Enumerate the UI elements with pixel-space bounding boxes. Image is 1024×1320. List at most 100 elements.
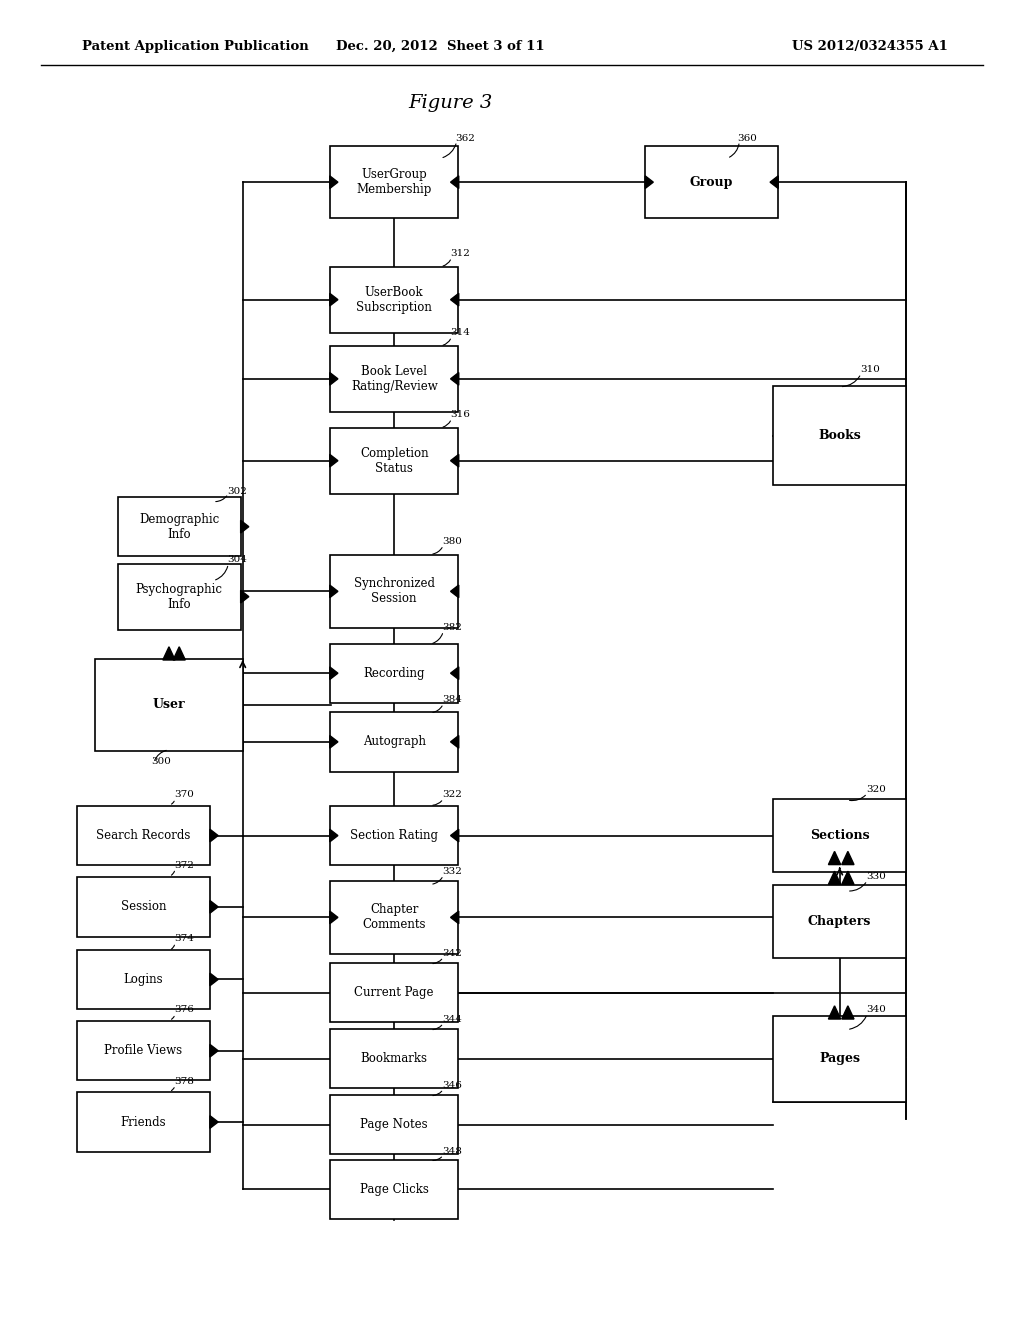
- Polygon shape: [330, 176, 338, 189]
- Text: UserGroup
Membership: UserGroup Membership: [356, 168, 432, 197]
- Polygon shape: [330, 829, 338, 842]
- Text: 382: 382: [442, 623, 462, 631]
- Polygon shape: [451, 911, 459, 924]
- Text: Profile Views: Profile Views: [104, 1044, 182, 1057]
- Polygon shape: [842, 851, 854, 865]
- Text: US 2012/0324355 A1: US 2012/0324355 A1: [793, 40, 948, 53]
- Polygon shape: [451, 372, 459, 385]
- FancyBboxPatch shape: [330, 346, 459, 412]
- Text: 360: 360: [737, 135, 757, 143]
- Polygon shape: [828, 851, 841, 865]
- FancyBboxPatch shape: [773, 385, 906, 484]
- FancyBboxPatch shape: [773, 886, 906, 958]
- Text: 372: 372: [174, 862, 194, 870]
- FancyBboxPatch shape: [330, 554, 459, 627]
- Text: Chapter
Comments: Chapter Comments: [362, 903, 426, 932]
- FancyBboxPatch shape: [118, 496, 241, 557]
- Polygon shape: [451, 735, 459, 748]
- Polygon shape: [241, 590, 249, 603]
- Text: Page Notes: Page Notes: [360, 1118, 428, 1131]
- Text: 340: 340: [866, 1006, 886, 1014]
- Text: Page Clicks: Page Clicks: [359, 1183, 429, 1196]
- Polygon shape: [210, 973, 218, 986]
- FancyBboxPatch shape: [645, 145, 778, 218]
- Text: 362: 362: [456, 135, 475, 143]
- FancyBboxPatch shape: [330, 145, 459, 218]
- Text: 312: 312: [451, 249, 470, 257]
- Text: Book Level
Rating/Review: Book Level Rating/Review: [351, 364, 437, 393]
- FancyBboxPatch shape: [330, 805, 459, 866]
- Polygon shape: [451, 667, 459, 680]
- Text: Search Records: Search Records: [96, 829, 190, 842]
- Text: Bookmarks: Bookmarks: [360, 1052, 428, 1065]
- FancyBboxPatch shape: [77, 950, 210, 1008]
- Polygon shape: [770, 176, 778, 189]
- Text: Sections: Sections: [810, 829, 869, 842]
- Polygon shape: [842, 871, 854, 884]
- Polygon shape: [828, 871, 841, 884]
- Text: Logins: Logins: [124, 973, 163, 986]
- Text: 316: 316: [451, 411, 470, 418]
- Text: Psychographic
Info: Psychographic Info: [136, 582, 222, 611]
- Text: Section Rating: Section Rating: [350, 829, 438, 842]
- FancyBboxPatch shape: [330, 1096, 459, 1154]
- Text: 310: 310: [860, 366, 880, 374]
- Text: Completion
Status: Completion Status: [359, 446, 429, 475]
- Text: 346: 346: [442, 1081, 462, 1089]
- Text: Pages: Pages: [819, 1052, 860, 1065]
- Text: User: User: [153, 698, 185, 711]
- Polygon shape: [330, 735, 338, 748]
- Polygon shape: [451, 829, 459, 842]
- Polygon shape: [842, 1006, 854, 1019]
- Text: 378: 378: [174, 1077, 194, 1085]
- FancyBboxPatch shape: [77, 805, 210, 866]
- Text: Session: Session: [121, 900, 166, 913]
- Text: 344: 344: [442, 1015, 462, 1023]
- Text: Group: Group: [690, 176, 733, 189]
- Text: 330: 330: [866, 873, 886, 880]
- Polygon shape: [330, 585, 338, 598]
- FancyBboxPatch shape: [77, 1022, 210, 1080]
- Text: Synchronized
Session: Synchronized Session: [353, 577, 435, 606]
- FancyBboxPatch shape: [330, 644, 459, 704]
- Text: Current Page: Current Page: [354, 986, 434, 999]
- Text: 380: 380: [442, 537, 462, 545]
- Polygon shape: [210, 829, 218, 842]
- FancyBboxPatch shape: [330, 964, 459, 1022]
- Polygon shape: [451, 293, 459, 306]
- Text: Figure 3: Figure 3: [409, 94, 493, 112]
- Polygon shape: [451, 585, 459, 598]
- Text: Books: Books: [818, 429, 861, 442]
- Text: Patent Application Publication: Patent Application Publication: [82, 40, 308, 53]
- Polygon shape: [163, 647, 175, 660]
- FancyBboxPatch shape: [773, 800, 906, 873]
- Text: Autograph: Autograph: [362, 735, 426, 748]
- Text: Demographic
Info: Demographic Info: [139, 512, 219, 541]
- FancyBboxPatch shape: [77, 878, 210, 937]
- Text: 304: 304: [227, 556, 247, 564]
- Polygon shape: [451, 176, 459, 189]
- Text: 300: 300: [152, 758, 171, 766]
- Polygon shape: [645, 176, 653, 189]
- Polygon shape: [828, 1006, 841, 1019]
- FancyBboxPatch shape: [330, 1159, 459, 1220]
- Polygon shape: [241, 520, 249, 533]
- Text: 384: 384: [442, 696, 462, 704]
- Polygon shape: [330, 667, 338, 680]
- FancyBboxPatch shape: [330, 267, 459, 333]
- Text: 376: 376: [174, 1006, 194, 1014]
- Polygon shape: [210, 900, 218, 913]
- FancyBboxPatch shape: [330, 713, 459, 771]
- FancyBboxPatch shape: [330, 882, 459, 953]
- Polygon shape: [173, 647, 185, 660]
- Polygon shape: [330, 454, 338, 467]
- Polygon shape: [330, 372, 338, 385]
- Text: 314: 314: [451, 329, 470, 337]
- Text: 374: 374: [174, 935, 194, 942]
- Polygon shape: [330, 911, 338, 924]
- FancyBboxPatch shape: [77, 1093, 210, 1151]
- Polygon shape: [210, 1115, 218, 1129]
- Text: Dec. 20, 2012  Sheet 3 of 11: Dec. 20, 2012 Sheet 3 of 11: [336, 40, 545, 53]
- Polygon shape: [210, 1044, 218, 1057]
- Polygon shape: [451, 454, 459, 467]
